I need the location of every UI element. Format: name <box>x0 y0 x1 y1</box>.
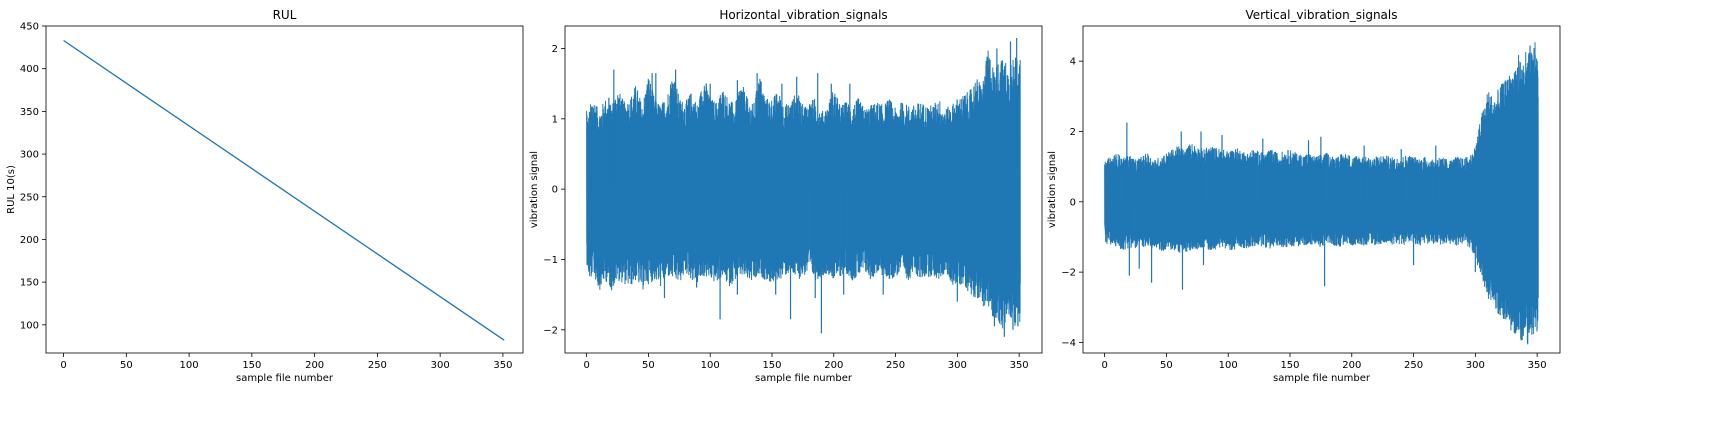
rul-title: RUL <box>273 8 297 22</box>
vertical-vibration-panel: Vertical_vibration_signals sample file n… <box>1047 8 1561 384</box>
vertical-vibration-y-tick-label: 0 <box>1070 197 1076 208</box>
vertical-vibration-signal-core <box>1104 85 1539 306</box>
rul-y-tick-label: 150 <box>20 278 39 289</box>
rul-series-line <box>63 39 505 341</box>
rul-x-tick-label: 300 <box>431 360 450 371</box>
rul-x-tick-label: 150 <box>242 360 261 371</box>
vertical-vibration-y-tick-label: −4 <box>1061 338 1076 349</box>
rul-y-tick-label: 400 <box>20 64 39 75</box>
rul-y-tick-label: 200 <box>20 235 39 246</box>
horizontal-vibration-plot-area <box>586 37 1021 337</box>
vertical-vibration-x-tick-label: 150 <box>1280 360 1299 371</box>
horizontal-vibration-y-tick-label: 0 <box>552 185 558 196</box>
vertical-vibration-y-tick-label: 2 <box>1070 127 1076 138</box>
horizontal-vibration-x-ticks: 0 50 100 150 200 250 300 350 <box>583 353 1029 371</box>
rul-x-tick-label: 50 <box>120 360 133 371</box>
vertical-vibration-x-tick-label: 200 <box>1342 360 1361 371</box>
rul-x-axis-label: sample file number <box>236 373 334 384</box>
vertical-vibration-x-tick-label: 350 <box>1528 360 1547 371</box>
rul-y-ticks: 100 150 200 250 300 350 400 450 <box>20 22 46 331</box>
horizontal-vibration-x-tick-label: 0 <box>583 360 589 371</box>
horizontal-vibration-y-ticks: −2 −1 0 1 2 <box>543 44 565 336</box>
rul-x-tick-label: 0 <box>60 360 66 371</box>
rul-y-tick-label: 250 <box>20 192 39 203</box>
horizontal-vibration-x-tick-label: 200 <box>824 360 843 371</box>
horizontal-vibration-y-tick-label: 2 <box>552 44 558 55</box>
rul-x-ticks: 0 50 100 150 200 250 300 350 <box>60 353 512 371</box>
rul-x-tick-label: 350 <box>493 360 512 371</box>
vertical-vibration-y-ticks: −4 −2 0 2 4 <box>1061 57 1083 349</box>
rul-y-tick-label: 100 <box>20 320 39 331</box>
rul-y-tick-label: 300 <box>20 150 39 161</box>
vertical-vibration-y-axis-label: vibration signal <box>1047 151 1058 228</box>
horizontal-vibration-x-tick-label: 50 <box>642 360 655 371</box>
rul-x-tick-label: 100 <box>180 360 199 371</box>
rul-y-axis-label: RUL 10(s) <box>6 165 17 214</box>
horizontal-vibration-y-tick-label: −2 <box>543 325 558 336</box>
horizontal-vibration-title: Horizontal_vibration_signals <box>719 8 887 22</box>
horizontal-vibration-panel: Horizontal_vibration_signals sample file… <box>529 8 1043 384</box>
horizontal-vibration-y-axis-label: vibration signal <box>529 151 540 228</box>
vertical-vibration-x-tick-label: 50 <box>1160 360 1173 371</box>
horizontal-vibration-x-axis-label: sample file number <box>755 373 853 384</box>
vertical-vibration-y-tick-label: −2 <box>1061 268 1076 279</box>
vertical-vibration-title: Vertical_vibration_signals <box>1246 8 1398 22</box>
horizontal-vibration-y-tick-label: −1 <box>543 255 558 266</box>
horizontal-vibration-y-tick-label: 1 <box>552 114 558 125</box>
horizontal-vibration-x-tick-label: 350 <box>1010 360 1029 371</box>
rul-plot-area <box>63 39 505 341</box>
vertical-vibration-x-tick-label: 300 <box>1466 360 1485 371</box>
vertical-vibration-x-axis-label: sample file number <box>1273 373 1371 384</box>
rul-x-tick-label: 250 <box>368 360 387 371</box>
vertical-vibration-x-tick-label: 100 <box>1219 360 1238 371</box>
vertical-vibration-y-tick-label: 4 <box>1070 57 1076 68</box>
horizontal-vibration-x-tick-label: 250 <box>886 360 905 371</box>
horizontal-vibration-x-tick-label: 150 <box>762 360 781 371</box>
horizontal-vibration-signal-core <box>586 80 1021 296</box>
vertical-vibration-axes-frame <box>1082 25 1561 354</box>
rul-x-tick-label: 200 <box>305 360 324 371</box>
vertical-vibration-plot-area <box>1104 42 1539 345</box>
rul-panel: RUL sample file number RUL 10(s) 0 50 100 1… <box>6 8 524 384</box>
vertical-vibration-x-ticks: 0 50 100 150 200 250 300 350 <box>1101 353 1547 371</box>
vertical-vibration-x-tick-label: 0 <box>1101 360 1107 371</box>
rul-axes-frame <box>45 25 524 354</box>
horizontal-vibration-axes-frame <box>564 25 1043 354</box>
vertical-vibration-x-tick-label: 250 <box>1404 360 1423 371</box>
rul-y-tick-label: 450 <box>20 22 39 33</box>
rul-y-tick-label: 350 <box>20 107 39 118</box>
horizontal-vibration-x-tick-label: 300 <box>948 360 967 371</box>
horizontal-vibration-x-tick-label: 100 <box>701 360 720 371</box>
